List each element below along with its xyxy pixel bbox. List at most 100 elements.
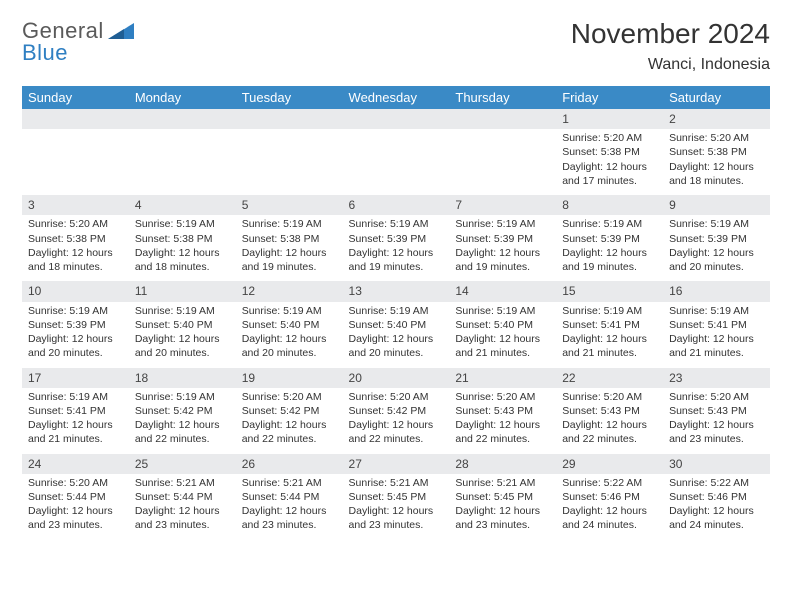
day-d2: and 22 minutes.: [349, 432, 444, 446]
day-sr: Sunrise: 5:19 AM: [349, 304, 444, 318]
day-d1: Daylight: 12 hours: [562, 504, 657, 518]
day-number: 2: [663, 109, 770, 129]
day-d2: and 24 minutes.: [669, 518, 764, 532]
day-ss: Sunset: 5:39 PM: [562, 232, 657, 246]
day-number: 11: [129, 281, 236, 301]
day-ss: Sunset: 5:38 PM: [669, 145, 764, 159]
day-ss: Sunset: 5:38 PM: [135, 232, 230, 246]
day-number: 27: [343, 454, 450, 474]
day-sr: Sunrise: 5:20 AM: [349, 390, 444, 404]
day-ss: Sunset: 5:42 PM: [242, 404, 337, 418]
day-sr: Sunrise: 5:19 AM: [135, 304, 230, 318]
day-d1: Daylight: 12 hours: [349, 418, 444, 432]
location: Wanci, Indonesia: [571, 56, 770, 74]
day-d1: Daylight: 12 hours: [28, 418, 123, 432]
day-sr: Sunrise: 5:19 AM: [455, 217, 550, 231]
day-d2: and 22 minutes.: [135, 432, 230, 446]
day-d1: Daylight: 12 hours: [349, 504, 444, 518]
day-ss: Sunset: 5:44 PM: [135, 490, 230, 504]
weekday-header: Tuesday: [236, 86, 343, 109]
day-ss: Sunset: 5:40 PM: [455, 318, 550, 332]
day-d1: Daylight: 12 hours: [135, 418, 230, 432]
day-sr: Sunrise: 5:19 AM: [562, 304, 657, 318]
day-d2: and 20 minutes.: [242, 346, 337, 360]
day-sr: Sunrise: 5:20 AM: [28, 476, 123, 490]
day-d2: and 24 minutes.: [562, 518, 657, 532]
day-cell: Sunrise: 5:19 AMSunset: 5:41 PMDaylight:…: [663, 302, 770, 368]
day-d2: and 19 minutes.: [242, 260, 337, 274]
day-sr: Sunrise: 5:20 AM: [28, 217, 123, 231]
day-sr: Sunrise: 5:19 AM: [135, 390, 230, 404]
day-cell: [449, 129, 556, 195]
day-number: 19: [236, 368, 343, 388]
day-d2: and 19 minutes.: [562, 260, 657, 274]
day-ss: Sunset: 5:46 PM: [669, 490, 764, 504]
day-sr: Sunrise: 5:22 AM: [562, 476, 657, 490]
day-number: 29: [556, 454, 663, 474]
day-content-row: Sunrise: 5:20 AM Sunset: 5:38 PM Daylight:…: [22, 215, 770, 281]
day-cell: Sunrise: 5:20 AMSunset: 5:43 PMDaylight:…: [663, 388, 770, 454]
page-title: November 2024: [571, 18, 770, 50]
day-d2: and 18 minutes.: [28, 260, 123, 274]
day-d1: Daylight: 12 hours: [669, 160, 764, 174]
day-number: 20: [343, 368, 450, 388]
day-cell: Sunrise: 5:21 AMSunset: 5:45 PMDaylight:…: [449, 474, 556, 540]
day-cell: Sunrise: 5:21 AMSunset: 5:44 PMDaylight:…: [129, 474, 236, 540]
day-cell: Sunrise: 5:19 AMSunset: 5:42 PMDaylight:…: [129, 388, 236, 454]
day-d2: and 18 minutes.: [135, 260, 230, 274]
day-number: 18: [129, 368, 236, 388]
calendar-body: 12Sunrise: 5:20 AMSunset: 5:38 PMDayligh…: [22, 109, 770, 540]
day-number: 25: [129, 454, 236, 474]
day-number-row: 17181920212223: [22, 368, 770, 388]
day-number: 26: [236, 454, 343, 474]
day-d2: and 18 minutes.: [669, 174, 764, 188]
day-ss: Sunset: 5:43 PM: [455, 404, 550, 418]
day-number: 15: [556, 281, 663, 301]
day-ss: Sunset: 5:39 PM: [669, 232, 764, 246]
day-d2: and 17 minutes.: [562, 174, 657, 188]
day-cell: Sunrise: 5:20 AMSunset: 5:38 PMDaylight:…: [556, 129, 663, 195]
day-d1: Daylight: 12 hours: [242, 418, 337, 432]
day-number: 14: [449, 281, 556, 301]
day-content-row: Sunrise: 5:20 AM Sunset: 5:44 PM Daylight:…: [22, 474, 770, 540]
day-d1: Daylight: 12 hours: [562, 418, 657, 432]
day-ss: Sunset: 5:41 PM: [669, 318, 764, 332]
day-ss: Sunset: 5:40 PM: [349, 318, 444, 332]
day-number: 16: [663, 281, 770, 301]
day-sr: Sunrise: 5:19 AM: [669, 217, 764, 231]
day-d2: and 20 minutes.: [135, 346, 230, 360]
weekday-header: Monday: [129, 86, 236, 109]
day-number: 7: [449, 195, 556, 215]
day-ss: Sunset: 5:39 PM: [349, 232, 444, 246]
day-number: 10: [22, 281, 129, 301]
day-number: 9: [663, 195, 770, 215]
day-sr: Sunrise: 5:20 AM: [455, 390, 550, 404]
day-ss: Sunset: 5:39 PM: [28, 318, 123, 332]
day-d2: and 23 minutes.: [669, 432, 764, 446]
day-d2: and 23 minutes.: [135, 518, 230, 532]
title-block: November 2024 Wanci, Indonesia: [571, 18, 770, 74]
weekday-header: Sunday: [22, 86, 129, 109]
day-number: [22, 109, 129, 129]
day-d2: and 23 minutes.: [242, 518, 337, 532]
day-cell: Sunrise: 5:20 AMSunset: 5:44 PMDaylight:…: [22, 474, 129, 540]
day-d2: and 23 minutes.: [349, 518, 444, 532]
day-number-row: 3456789: [22, 195, 770, 215]
day-ss: Sunset: 5:43 PM: [669, 404, 764, 418]
day-ss: Sunset: 5:43 PM: [562, 404, 657, 418]
day-d2: and 22 minutes.: [455, 432, 550, 446]
day-d1: Daylight: 12 hours: [28, 332, 123, 346]
day-cell: Sunrise: 5:22 AMSunset: 5:46 PMDaylight:…: [556, 474, 663, 540]
day-d2: and 23 minutes.: [28, 518, 123, 532]
day-number-row: 12: [22, 109, 770, 129]
day-content-row: Sunrise: 5:19 AM Sunset: 5:39 PMDaylight:…: [22, 302, 770, 368]
day-d2: and 20 minutes.: [28, 346, 123, 360]
day-cell: Sunrise: 5:19 AMSunset: 5:39 PMDaylight:…: [556, 215, 663, 281]
day-cell: [22, 129, 129, 195]
day-d2: and 19 minutes.: [349, 260, 444, 274]
logo: General Blue: [22, 18, 134, 66]
day-cell: Sunrise: 5:19 AMSunset: 5:40 PMDaylight:…: [449, 302, 556, 368]
day-d1: Daylight: 12 hours: [562, 246, 657, 260]
day-ss: Sunset: 5:45 PM: [455, 490, 550, 504]
day-number: 5: [236, 195, 343, 215]
